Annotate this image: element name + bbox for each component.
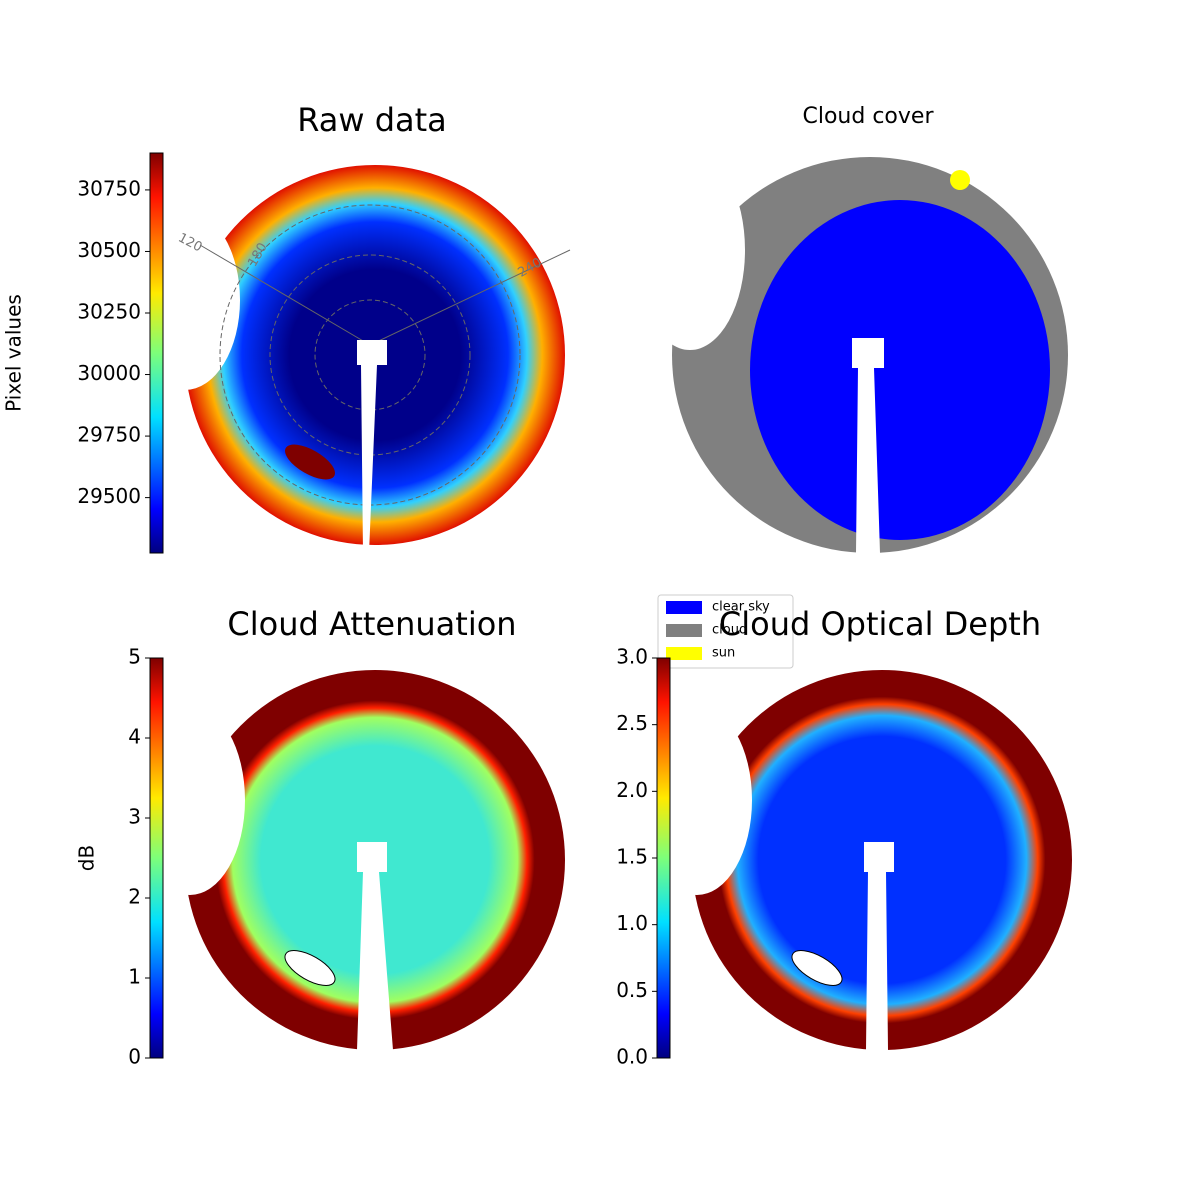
tick-label: 0.5 [616, 978, 648, 1002]
tick-label: 2.0 [616, 778, 648, 802]
tick-label: 2.5 [616, 711, 648, 735]
panel-title: Cloud Attenuation [227, 605, 516, 643]
tick-label: 3.0 [616, 645, 648, 669]
tick-label: 29750 [77, 423, 141, 447]
attenuation-image [135, 670, 565, 1050]
tick-label: 4 [128, 725, 141, 749]
tick-label: 0 [128, 1045, 141, 1069]
panel-title: Cloud Optical Depth [719, 605, 1041, 643]
legend-swatch [666, 601, 702, 614]
tick-label: 1.5 [616, 845, 648, 869]
legend-label: cloud [712, 623, 747, 638]
tick-label: 5 [128, 645, 141, 669]
tick-label: 30000 [77, 361, 141, 385]
tick-label: 1.0 [616, 911, 648, 935]
colorbar [149, 152, 164, 554]
cloud-cover-image [635, 150, 1068, 553]
legend-label: clear sky [712, 600, 770, 615]
legend-label: sun [712, 646, 735, 661]
panel-title: Raw data [297, 101, 447, 139]
tick-label: 30250 [77, 300, 141, 324]
colorbar [656, 657, 671, 1059]
raw-image [130, 165, 571, 553]
optical-depth-image [642, 670, 1072, 1050]
tick-label: 3 [128, 805, 141, 829]
tick-label: 30500 [77, 238, 141, 262]
tick-label: 29500 [77, 484, 141, 508]
tick-label: 0.0 [616, 1045, 648, 1069]
colorbar-label: Pixel values [2, 294, 26, 412]
legend-swatch [666, 624, 702, 637]
tick-label: 1 [128, 965, 141, 989]
tick-label: 30750 [77, 176, 141, 200]
tick-label: 2 [128, 885, 141, 909]
colorbar [149, 657, 164, 1059]
panel-title: Cloud cover [803, 104, 935, 129]
legend-swatch [666, 647, 702, 660]
colorbar-label: dB [75, 845, 99, 871]
